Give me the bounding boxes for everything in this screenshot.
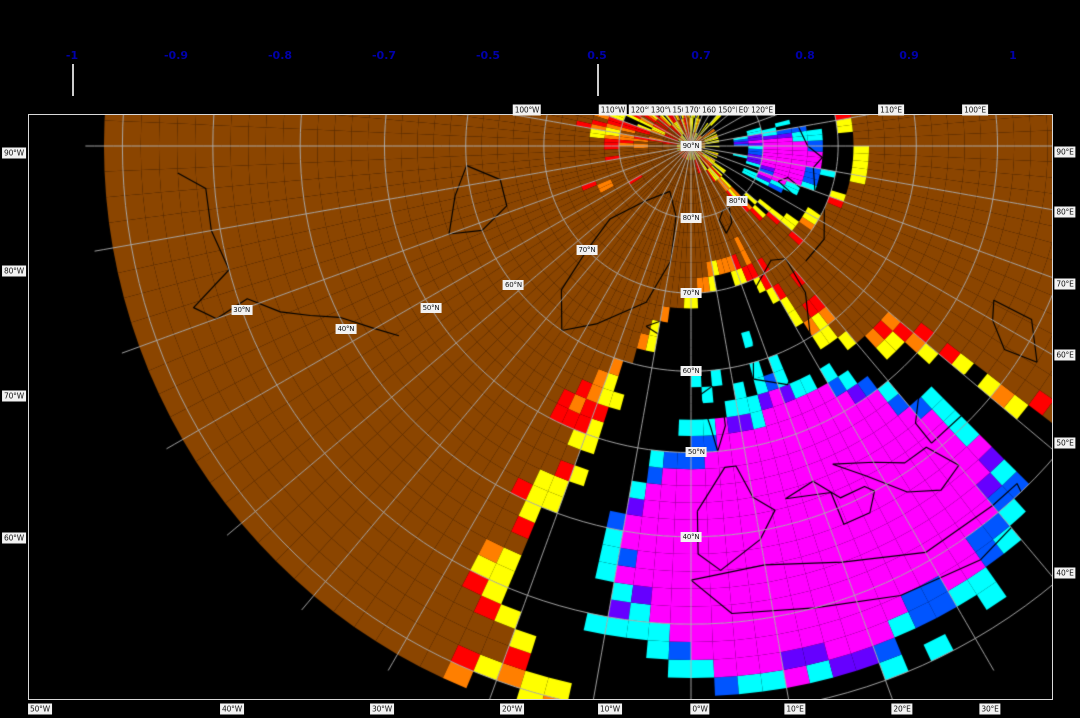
- graticule-label-90N: 90°N: [680, 141, 702, 151]
- axis-label-bottom-5: 0°W: [690, 703, 710, 715]
- axis-label-top-4: 150°: [670, 104, 692, 116]
- graticule-label-80N-a: 80°N: [680, 213, 702, 224]
- graticule-label-60N-b: 60°N: [503, 279, 524, 290]
- axis-label-bottom-6: 10°E: [784, 703, 806, 715]
- axis-label-top-6: 160°E: [700, 104, 726, 116]
- negative-colorbar-tick-4: -0.5: [475, 49, 501, 62]
- positive-colorbar-gradient: [597, 64, 599, 96]
- graticule-label-40N-a: 40°N: [680, 531, 702, 542]
- axis-label-top-11: 100°E: [962, 104, 988, 116]
- positive-colorbar-tick-2: 0.8: [795, 49, 815, 62]
- graticule-label-70N-a: 70°N: [680, 288, 702, 299]
- graticule-label-80N-b: 80°N: [726, 196, 748, 207]
- negative-colorbar-gradient: [72, 64, 74, 96]
- axis-label-bottom-8: 30°E: [979, 703, 1001, 715]
- axis-label-top-5: 170°W: [682, 104, 712, 116]
- positive-colorbar-tick-4: 1: [1009, 49, 1017, 62]
- axis-label-bottom-4: 10°W: [598, 703, 622, 715]
- axis-label-top-1: 110°W: [598, 104, 628, 116]
- axis-label-right-4: 50°E: [1054, 437, 1076, 449]
- axis-label-right-0: 90°E: [1054, 146, 1076, 158]
- axis-label-right-1: 80°E: [1054, 206, 1076, 218]
- axis-label-bottom-0: 50°W: [28, 703, 52, 715]
- axis-label-right-3: 60°E: [1054, 349, 1076, 361]
- graticule-label-60N-a: 60°N: [680, 366, 702, 377]
- axis-label-top-8: E0°: [736, 104, 754, 116]
- axis-label-top-10: 110°E: [878, 104, 904, 116]
- positive-colorbar-tick-0: 0.5: [587, 49, 607, 62]
- axis-label-left-1: 80°W: [2, 265, 26, 277]
- axis-label-top-2: 120°W: [628, 104, 658, 116]
- negative-colorbar-tick-2: -0.8: [267, 49, 293, 62]
- negative-colorbar-ticks: -1 -0.9 -0.8 -0.7 -0.5: [66, 49, 500, 64]
- axis-label-top-7: 150°E: [716, 104, 742, 116]
- axis-label-left-3: 60°W: [2, 532, 26, 544]
- axis-label-bottom-2: 30°W: [370, 703, 394, 715]
- graticule-label-40N-b: 40°N: [335, 324, 357, 335]
- negative-correlation-colorbar: -1 -0.9 -0.8 -0.7 -0.5: [66, 49, 500, 96]
- axis-label-top-0: 100°W: [512, 104, 542, 116]
- axis-label-left-2: 70°W: [2, 390, 26, 402]
- axis-label-left-0: 90°W: [2, 147, 26, 159]
- positive-colorbar-tick-3: 0.9: [899, 49, 919, 62]
- axis-label-bottom-3: 20°W: [500, 703, 524, 715]
- axis-label-bottom-1: 40°W: [220, 703, 244, 715]
- axis-label-right-2: 70°E: [1054, 278, 1076, 290]
- axis-label-top-3: 130°W: [648, 104, 678, 116]
- negative-colorbar-tick-0: -1: [65, 49, 79, 62]
- graticule-label-50N-a: 50°N: [685, 447, 707, 458]
- negative-colorbar-tick-3: -0.7: [371, 49, 397, 62]
- correlation-heatmap-canvas: [29, 115, 1052, 699]
- axis-label-bottom-7: 20°E: [891, 703, 913, 715]
- graticule-label-30N: 30°N: [231, 304, 253, 315]
- map-plot-frame: 90°N 80°N 80°N 70°N 70°N 60°N 60°N 50°N 50°N 40°N…: [28, 114, 1053, 700]
- positive-colorbar-ticks: 0.5 0.7 0.8 0.9 1: [587, 49, 1017, 64]
- axis-label-top-9: 120°E: [749, 104, 775, 116]
- graticule-label-50N-b: 50°N: [420, 303, 442, 314]
- graticule-label-70N-b: 70°N: [576, 245, 598, 256]
- positive-colorbar-tick-1: 0.7: [691, 49, 711, 62]
- negative-colorbar-tick-1: -0.9: [163, 49, 189, 62]
- positive-correlation-colorbar: 0.5 0.7 0.8 0.9 1: [587, 49, 1017, 96]
- axis-label-right-5: 40°E: [1054, 567, 1076, 579]
